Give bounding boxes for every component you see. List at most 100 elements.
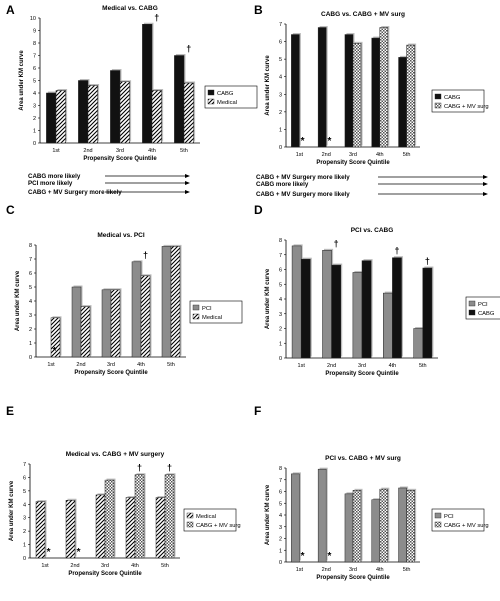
y-tick-label: 7	[33, 54, 36, 60]
panel-letter: E	[6, 404, 14, 418]
legend: PCI Medical	[189, 300, 243, 324]
bar-pci-3rd	[352, 272, 363, 359]
panel-letter: D	[254, 203, 263, 217]
y-tick-label: 6	[29, 271, 32, 277]
bar-medical-3rd	[110, 289, 121, 358]
chart-title: PCI vs. CABG	[351, 227, 394, 234]
y-tick-label: 3	[33, 104, 36, 110]
y-tick-label: 0	[33, 141, 36, 147]
x-tick-label: 4th	[376, 152, 384, 158]
asterisk-marker: *	[327, 136, 331, 147]
y-tick-label: 1	[29, 341, 32, 347]
x-tick-label: 2nd	[83, 148, 92, 154]
chart-title: Medical vs. CABG	[102, 5, 158, 12]
bar-cabg-3rd	[344, 34, 354, 148]
bar-medical-5th	[170, 246, 181, 358]
legend-label: CABG + MV surg	[196, 523, 241, 529]
y-tick-label: 0	[23, 556, 26, 562]
chart-panel-C: C Medical vs. PCI 0 1 2 3 4 5 6 7 8 Area under KM c…	[6, 180, 243, 376]
bar-cabg-2nd	[331, 264, 341, 359]
y-tick-label: 3	[279, 525, 282, 531]
x-tick-label: 4th	[137, 362, 145, 368]
direction-arrow-head	[185, 190, 190, 194]
bar-cabg-1st	[46, 92, 57, 144]
y-tick-label: 9	[33, 29, 36, 35]
bar-cabg-mv-surg-4th	[379, 488, 389, 563]
dagger-marker: †	[394, 246, 399, 256]
chart-title: CABG vs. CABG + MV surg	[321, 11, 405, 18]
legend-swatch	[434, 102, 442, 109]
x-tick-label: 1st	[47, 362, 55, 368]
bar-medical-5th	[155, 497, 166, 559]
x-tick-label: 1st	[52, 148, 60, 154]
bar-cabg-4th	[392, 257, 402, 359]
y-tick-label: 1	[33, 129, 36, 135]
x-tick-label: 3rd	[116, 148, 124, 154]
bar-medical-1st	[50, 317, 61, 358]
bar-pci-4th	[371, 499, 381, 563]
panel-letter: C	[6, 203, 15, 217]
bar-pci-5th	[413, 328, 424, 359]
y-tick-label: 1	[279, 341, 282, 347]
y-tick-label: 5	[29, 285, 32, 291]
dagger-marker: †	[186, 44, 191, 54]
x-tick-label: 3rd	[349, 567, 357, 573]
panel-letter: B	[254, 3, 263, 17]
bar-medical-2nd	[87, 85, 98, 144]
asterisk-marker: *	[47, 547, 51, 558]
legend-label: Medical	[196, 514, 216, 520]
legend-box	[431, 508, 485, 532]
y-tick-label: 4	[23, 502, 26, 508]
x-tick-label: 2nd	[327, 363, 336, 369]
legend-label: Medical	[202, 315, 222, 321]
x-tick-label: 2nd	[322, 567, 331, 573]
bar-cabg-mv-surg-3rd	[104, 479, 115, 559]
bar-pci-2nd	[71, 286, 82, 358]
y-axis-label: Area under KM curve	[265, 484, 271, 545]
asterisk-marker: *	[77, 547, 81, 558]
legend-swatch	[192, 304, 200, 311]
y-tick-label: 3	[23, 516, 26, 522]
bar-pci-4th	[383, 292, 393, 359]
chart-panel-F: F PCI vs. CABG + MV surg 0 1 2 3 4 5 6 7 8 Area und…	[254, 191, 489, 581]
x-tick-label: 3rd	[358, 363, 366, 369]
bar-cabg-3rd	[361, 260, 372, 359]
y-tick-label: 6	[279, 40, 282, 46]
x-tick-label: 5th	[167, 362, 175, 368]
bar-cabg-4th	[142, 24, 153, 144]
bar-medical-5th	[183, 82, 194, 144]
legend-label: CABG	[444, 95, 461, 101]
direction-arrow-head	[185, 174, 190, 178]
panel-letter: F	[254, 404, 261, 418]
bar-pci-1st	[291, 473, 300, 563]
x-tick-label: 5th	[403, 567, 411, 573]
legend-swatch	[434, 512, 442, 519]
y-tick-label: 3	[29, 313, 32, 319]
y-tick-label: 2	[279, 537, 282, 543]
legend-swatch	[434, 93, 442, 100]
legend-box	[431, 89, 485, 113]
y-tick-label: 2	[279, 327, 282, 333]
legend-label: PCI	[202, 306, 212, 312]
legend-box	[183, 508, 237, 532]
direction-arrow-head	[483, 175, 488, 179]
direction-label: CABG + MV Surgery more likely	[256, 174, 350, 181]
asterisk-marker: *	[301, 551, 305, 562]
direction-label: PCI more likely	[28, 180, 73, 187]
x-tick-label: 1st	[296, 567, 304, 573]
y-axis-label: Area under KM curve	[19, 50, 25, 111]
y-tick-label: 8	[29, 243, 32, 249]
bar-pci-5th	[398, 487, 407, 563]
bar-cabg-5th	[398, 57, 407, 148]
y-tick-label: 0	[279, 560, 282, 566]
x-axis-label: Propensity Score Quintile	[83, 156, 157, 162]
bar-cabg-1st	[291, 34, 300, 148]
bar-cabg-mv-surg-3rd	[352, 43, 362, 148]
y-tick-label: 6	[23, 475, 26, 481]
bar-medical-1st	[55, 90, 66, 144]
y-tick-label: 5	[279, 501, 282, 507]
legend-label: PCI	[444, 514, 454, 520]
x-tick-label: 4th	[131, 563, 139, 569]
x-tick-label: 3rd	[349, 152, 357, 158]
